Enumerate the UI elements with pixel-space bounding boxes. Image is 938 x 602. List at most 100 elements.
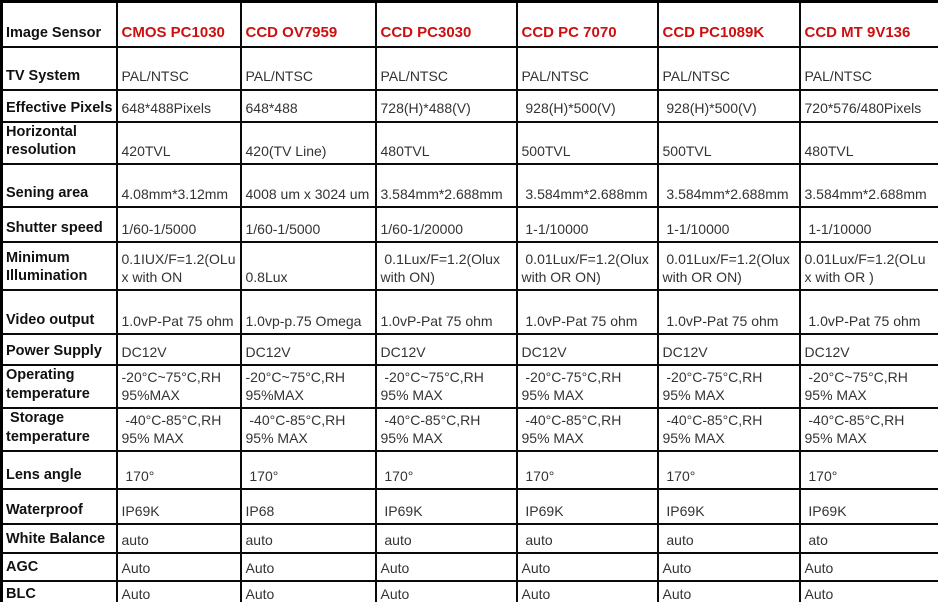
spec-cell: 1/60-1/20000 bbox=[374, 206, 518, 244]
spec-cell: -40°C-85°C,RH 95% MAX bbox=[374, 406, 518, 452]
row-label: TV System bbox=[0, 45, 118, 91]
spec-cell: PAL/NTSC bbox=[239, 45, 377, 91]
spec-cell: 500TVL bbox=[515, 120, 659, 166]
spec-cell: 1-1/10000 bbox=[515, 206, 659, 244]
model-name-cell: CMOS PC1030 bbox=[115, 0, 242, 48]
spec-cell: Auto bbox=[374, 579, 518, 602]
spec-cell: 0.01Lux/F=1.2(Olux with OR ON) bbox=[656, 241, 801, 292]
model-name-cell: CCD PC3030 bbox=[374, 0, 518, 48]
spec-cell: 1.0vp-p.75 Omega bbox=[239, 289, 377, 336]
spec-cell: 928(H)*500(V) bbox=[656, 88, 801, 123]
spec-cell: Auto bbox=[798, 551, 938, 582]
spec-cell: 420(TV Line) bbox=[239, 120, 377, 166]
spec-cell: 1/60-1/5000 bbox=[239, 206, 377, 244]
table-row: Lens angle 170° 170° 170° 170° 170° 170° bbox=[0, 449, 938, 490]
table-row: Video output 1.0vP-Pat 75 ohm 1.0vp-p.75 O… bbox=[0, 289, 938, 336]
spec-cell: 1.0vP-Pat 75 ohm bbox=[115, 289, 242, 336]
spec-cell: ato bbox=[798, 522, 938, 554]
spec-cell: 1.0vP-Pat 75 ohm bbox=[656, 289, 801, 336]
spec-cell: 928(H)*500(V) bbox=[515, 88, 659, 123]
spec-cell: PAL/NTSC bbox=[374, 45, 518, 91]
spec-cell: DC12V bbox=[656, 333, 801, 367]
table-row: AGC Auto Auto Auto Auto Auto Auto bbox=[0, 551, 938, 582]
row-label: Lens angle bbox=[0, 449, 118, 490]
spec-cell: DC12V bbox=[515, 333, 659, 367]
row-label: Waterproof bbox=[0, 487, 118, 525]
spec-cell: auto bbox=[515, 522, 659, 554]
row-label: Minimum Illumination bbox=[0, 241, 118, 292]
spec-cell: auto bbox=[374, 522, 518, 554]
table-row: Operating temperature -20°C~75°C,RH 95%MA… bbox=[0, 364, 938, 409]
table-header-row: Image Sensor CMOS PC1030 CCD OV7959 CCD PC3… bbox=[0, 0, 938, 48]
table-row: Horizontal resolution 420TVL 420(TV Line) 4… bbox=[0, 120, 938, 166]
spec-cell: 3.584mm*2.688mm bbox=[515, 163, 659, 209]
row-label: AGC bbox=[0, 551, 118, 582]
spec-cell: 170° bbox=[515, 449, 659, 490]
spec-cell: Auto bbox=[515, 551, 659, 582]
spec-cell: 1-1/10000 bbox=[656, 206, 801, 244]
spec-cell: -20°C~75°C,RH 95% MAX bbox=[798, 364, 938, 409]
spec-cell: -40°C-85°C,RH 95% MAX bbox=[515, 406, 659, 452]
spec-cell: -20°C-75°C,RH 95% MAX bbox=[515, 364, 659, 409]
model-name-cell: CCD PC 7070 bbox=[515, 0, 659, 48]
spec-cell: Auto bbox=[115, 579, 242, 602]
spec-cell: 500TVL bbox=[656, 120, 801, 166]
spec-cell: auto bbox=[656, 522, 801, 554]
spec-cell: 1.0vP-Pat 75 ohm bbox=[374, 289, 518, 336]
spec-cell: IP69K bbox=[656, 487, 801, 525]
spec-cell: Auto bbox=[115, 551, 242, 582]
spec-cell: IP68 bbox=[239, 487, 377, 525]
spec-cell: auto bbox=[115, 522, 242, 554]
row-label: Effective Pixels bbox=[0, 88, 118, 123]
spec-cell: 648*488 bbox=[239, 88, 377, 123]
spec-cell: 3.584mm*2.688mm bbox=[374, 163, 518, 209]
spec-cell: 170° bbox=[374, 449, 518, 490]
spec-cell: 4.08mm*3.12mm bbox=[115, 163, 242, 209]
spec-cell: 170° bbox=[656, 449, 801, 490]
spec-cell: -40°C-85°C,RH 95% MAX bbox=[798, 406, 938, 452]
row-label: Sening area bbox=[0, 163, 118, 209]
spec-cell: 648*488Pixels bbox=[115, 88, 242, 123]
table-row: Sening area 4.08mm*3.12mm 4008 um x 3024 u… bbox=[0, 163, 938, 209]
spec-cell: -20°C~75°C,RH 95% MAX bbox=[374, 364, 518, 409]
spec-cell: 4008 um x 3024 um bbox=[239, 163, 377, 209]
spec-cell: Auto bbox=[656, 551, 801, 582]
model-name-cell: CCD MT 9V136 bbox=[798, 0, 938, 48]
spec-cell: Auto bbox=[374, 551, 518, 582]
row-label: Power Supply bbox=[0, 333, 118, 367]
row-label: Video output bbox=[0, 289, 118, 336]
row-label: BLC bbox=[0, 579, 118, 602]
spec-cell: 728(H)*488(V) bbox=[374, 88, 518, 123]
spec-cell: DC12V bbox=[115, 333, 242, 367]
spec-cell: IP69K bbox=[115, 487, 242, 525]
spec-cell: 0.1Lux/F=1.2(Olux with ON) bbox=[374, 241, 518, 292]
spec-cell: DC12V bbox=[798, 333, 938, 367]
row-label: Horizontal resolution bbox=[0, 120, 118, 166]
spec-cell: PAL/NTSC bbox=[656, 45, 801, 91]
model-name-cell: CCD PC1089K bbox=[656, 0, 801, 48]
spec-cell: -40°C-85°C,RH 95% MAX bbox=[656, 406, 801, 452]
spec-cell: 0.01Lux/F=1.2(OLu x with OR ) bbox=[798, 241, 938, 292]
spec-cell: 1.0vP-Pat 75 ohm bbox=[515, 289, 659, 336]
spec-cell: DC12V bbox=[239, 333, 377, 367]
spec-cell: -20°C~75°C,RH 95%MAX bbox=[239, 364, 377, 409]
spec-cell: IP69K bbox=[798, 487, 938, 525]
spec-cell: 480TVL bbox=[374, 120, 518, 166]
spec-cell: 0.8Lux bbox=[239, 241, 377, 292]
spec-cell: 1/60-1/5000 bbox=[115, 206, 242, 244]
spec-cell: PAL/NTSC bbox=[515, 45, 659, 91]
table-row: Shutter speed 1/60-1/5000 1/60-1/5000 1/60-… bbox=[0, 206, 938, 244]
table-row: Storage temperature -40°C-85°C,RH 95% MA… bbox=[0, 406, 938, 452]
spec-cell: Auto bbox=[239, 579, 377, 602]
table-row: Minimum Illumination 0.1IUX/F=1.2(OLu x w… bbox=[0, 241, 938, 292]
spec-cell: 0.1IUX/F=1.2(OLu x with ON bbox=[115, 241, 242, 292]
spec-cell: -20°C~75°C,RH 95%MAX bbox=[115, 364, 242, 409]
spec-cell: PAL/NTSC bbox=[115, 45, 242, 91]
spec-cell: 480TVL bbox=[798, 120, 938, 166]
table-row: Waterproof IP69K IP68 IP69K IP69K IP69K IP… bbox=[0, 487, 938, 525]
spec-cell: -40°C-85°C,RH 95% MAX bbox=[115, 406, 242, 452]
spec-cell: Auto bbox=[656, 579, 801, 602]
spec-cell: IP69K bbox=[515, 487, 659, 525]
row-label-image-sensor: Image Sensor bbox=[0, 0, 118, 48]
